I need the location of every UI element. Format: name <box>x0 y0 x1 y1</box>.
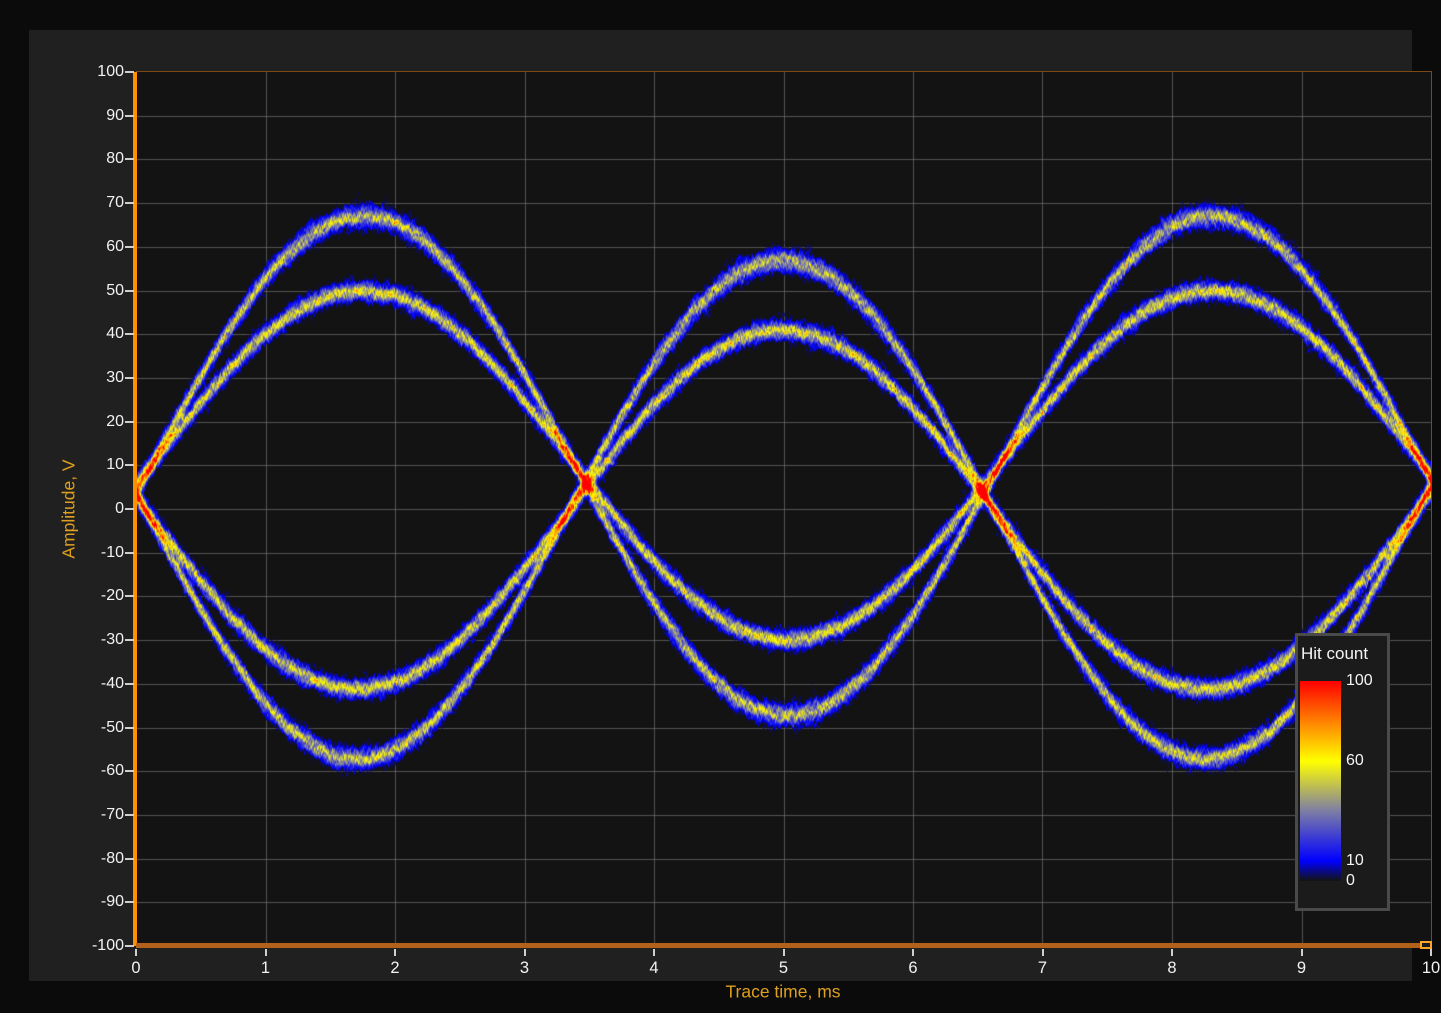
x-tick-mark <box>264 949 267 956</box>
y-tick-label: -80 <box>100 849 124 867</box>
y-tick-label: -20 <box>100 587 124 605</box>
colorbar-tick-label: 60 <box>1346 752 1364 769</box>
colorbar-gradient <box>1300 681 1341 881</box>
x-tick-label: 0 <box>131 959 141 977</box>
y-tick-label: -50 <box>100 718 124 736</box>
y-tick-label: -10 <box>100 543 124 561</box>
hit-count-legend: Hit count 100 60 10 0 <box>1295 633 1390 911</box>
y-tick-mark <box>125 551 134 554</box>
x-tick-label: 10 <box>1421 959 1441 977</box>
y-tick-mark <box>125 595 134 598</box>
x-tick-label: 8 <box>1167 959 1177 977</box>
legend-title: Hit count <box>1301 644 1369 663</box>
x-tick-mark <box>782 949 785 956</box>
y-tick-mark <box>125 114 134 117</box>
y-tick-label: -90 <box>100 893 124 911</box>
y-tick-label: 10 <box>106 456 124 474</box>
x-tick-label: 1 <box>260 959 271 977</box>
x-tick-mark <box>523 949 526 956</box>
y-tick-mark <box>125 901 134 904</box>
persistence-plot-canvas[interactable] <box>136 72 1431 946</box>
x-tick-label: 2 <box>390 959 400 977</box>
y-tick-label: 80 <box>106 150 124 168</box>
colorbar-tick-label: 0 <box>1346 872 1355 889</box>
y-tick-label: 20 <box>106 412 124 430</box>
plot-frame <box>136 71 1432 946</box>
y-tick-mark <box>125 857 134 860</box>
x-tick-mark <box>1300 949 1303 956</box>
x-axis-line <box>136 943 1432 948</box>
y-tick-label: -30 <box>100 631 124 649</box>
x-tick-mark <box>1041 949 1044 956</box>
x-tick-mark <box>135 949 137 956</box>
x-axis-end-cap <box>1420 941 1432 949</box>
x-tick-mark <box>912 949 914 956</box>
y-tick-mark <box>125 333 134 336</box>
y-tick-mark <box>125 245 134 248</box>
y-tick-mark <box>125 420 134 423</box>
x-tick-mark <box>1171 949 1173 956</box>
x-tick-label: 3 <box>519 959 530 977</box>
y-tick-mark <box>125 202 134 205</box>
y-tick-mark <box>125 158 134 161</box>
y-tick-mark <box>125 71 134 73</box>
y-tick-mark <box>125 508 134 510</box>
x-tick-label: 9 <box>1296 959 1307 977</box>
y-tick-label: 70 <box>106 194 124 212</box>
x-tick-mark <box>1430 949 1432 956</box>
x-tick-label: 5 <box>778 959 789 977</box>
y-tick-label: -70 <box>100 805 124 823</box>
y-tick-mark <box>125 682 134 685</box>
y-tick-label: 40 <box>106 325 124 343</box>
y-tick-label: -60 <box>100 762 124 780</box>
y-tick-label: 50 <box>106 281 124 299</box>
y-tick-mark <box>125 813 134 816</box>
y-axis-line <box>133 72 137 946</box>
x-tick-label: 6 <box>908 959 918 977</box>
y-tick-mark <box>125 945 134 947</box>
y-axis-title: Amplitude, V <box>58 459 79 559</box>
y-tick-label: 100 <box>97 63 124 80</box>
y-tick-mark <box>125 726 134 729</box>
x-tick-mark <box>653 949 655 956</box>
y-tick-label: 30 <box>106 368 124 386</box>
colorbar-tick-label: 100 <box>1346 672 1373 689</box>
x-tick-label: 4 <box>649 959 659 977</box>
x-axis-title: Trace time, ms <box>725 981 841 1002</box>
x-tick-mark <box>394 949 396 956</box>
y-tick-label: 90 <box>106 106 124 124</box>
colorbar-tick-label: 10 <box>1346 852 1364 869</box>
y-tick-mark <box>125 464 134 467</box>
y-tick-label: 0 <box>115 500 124 517</box>
graph-panel: 100 90 80 70 60 50 40 30 20 10 0 -10 -20 -30 -40 -50 -60… <box>29 30 1440 1002</box>
y-tick-label: 60 <box>106 237 124 255</box>
y-tick-mark <box>125 376 134 379</box>
y-tick-label: -40 <box>100 674 124 692</box>
y-tick-mark <box>125 639 134 642</box>
y-tick-mark <box>125 770 134 773</box>
y-tick-label: -100 <box>91 937 124 954</box>
x-tick-label: 7 <box>1037 959 1048 977</box>
y-tick-mark <box>125 289 134 292</box>
